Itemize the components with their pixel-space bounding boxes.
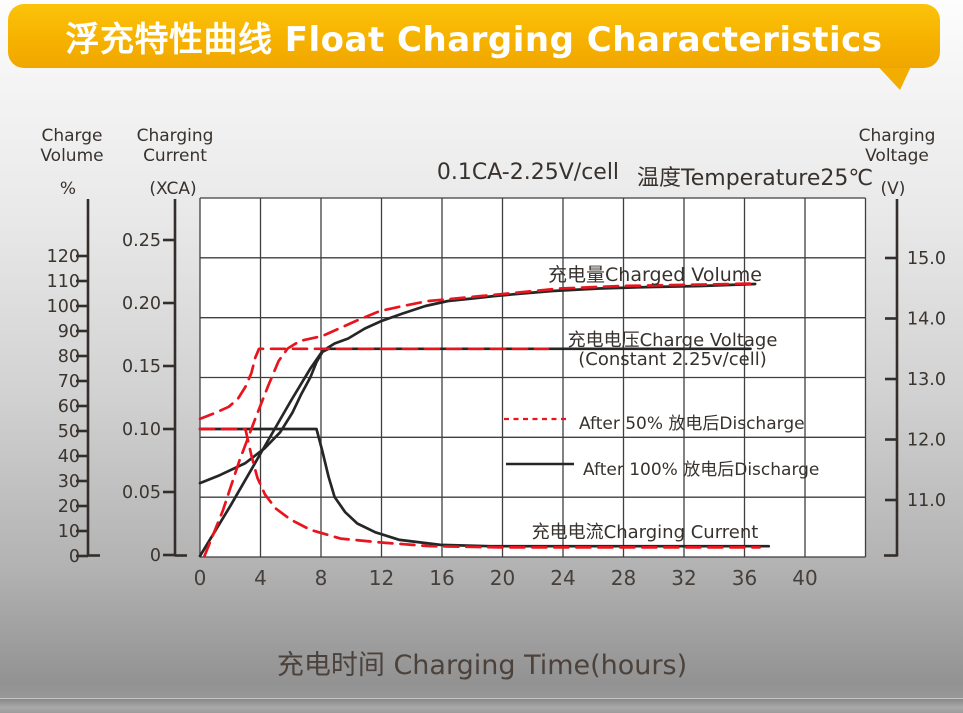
volume-tick-label: 110 [47,272,80,292]
volume-tick-label: 70 [58,372,80,392]
voltage-axis-title: Charging Voltage [858,126,936,166]
current-axis [163,199,187,557]
current-tick-label: 0.10 [122,420,161,440]
time-tick-label: 20 [490,566,515,590]
volume-tick-label: 120 [47,247,80,267]
time-tick-label: 28 [611,566,636,590]
voltage-axis-unit: (V) [880,179,906,199]
volume-tick-label: 90 [58,322,80,342]
volume-tick-label: 20 [58,497,80,517]
x-axis-title: 充电时间 Charging Time(hours) [276,650,688,681]
time-tick-label: 16 [429,566,454,590]
time-tick-label: 40 [792,566,817,590]
voltage-tick-label: 15.0 [907,249,946,269]
current-tick-label: 0.25 [122,231,161,251]
charged-volume-label: 充电量Charged Volume [548,264,762,286]
volume-tick-label: 100 [47,297,80,317]
legend-after-50-label: After 50% 放电后Discharge [579,414,805,434]
condition-rate: 0.1CA-2.25V/cell [436,160,620,185]
charge-voltage-sublabel: (Constant 2.25v/cell) [578,349,767,370]
current-tick-label: 0 [150,546,161,566]
charge-voltage-label: 充电电压Charge Voltage [567,330,778,351]
current-axis-title: Charging Current [136,126,214,166]
time-tick-labels: 0 4 8 12 16 20 24 28 32 36 40 [194,566,818,590]
curve-charged-volume-after-100 [198,282,757,558]
voltage-tick-label: 14.0 [907,310,946,330]
volume-tick-label: 0 [69,547,80,567]
volume-axis-title: Charge Volume [40,126,104,166]
current-tick-label: 0.05 [122,483,161,503]
condition-temperature: 温度Temperature25℃ [637,166,874,191]
curve-charging-current-after-50 [198,427,761,549]
charging-current-label: 充电电流Charging Current [531,522,759,543]
time-tick-label: 32 [671,566,696,590]
legend-after-100-label: After 100% 放电后Discharge [583,460,820,480]
time-tick-label: 8 [315,566,328,590]
voltage-tick-label: 11.0 [907,491,946,511]
volume-tick-label: 50 [58,422,80,442]
time-tick-label: 4 [254,566,267,590]
volume-axis [76,199,100,558]
volume-tick-label: 40 [58,447,80,467]
current-tick-label: 0.15 [122,357,161,377]
page-title: 浮充特性曲线 Float Charging Characteristics [65,19,883,60]
volume-tick-label: 30 [58,472,80,492]
voltage-tick-label: 12.0 [907,431,946,451]
volume-tick-label: 10 [58,522,80,542]
current-tick-labels: 0.25 0.20 0.15 0.10 0.05 0 [122,231,161,566]
volume-tick-label: 80 [58,347,80,367]
curve-charging-current-after-100 [198,427,771,548]
voltage-axis [884,199,899,557]
time-tick-label: 24 [550,566,575,590]
voltage-tick-labels: 15.0 14.0 13.0 12.0 11.0 [907,249,946,511]
time-tick-label: 12 [369,566,394,590]
volume-tick-label: 60 [58,397,80,417]
curve-charged-volume-after-50 [203,282,757,558]
volume-axis-unit: % [59,179,77,199]
voltage-tick-label: 13.0 [907,370,946,390]
header-banner: 浮充特性曲线 Float Charging Characteristics [8,4,940,68]
bottom-bar [0,698,963,713]
time-tick-label: 0 [194,566,207,590]
chart-condition-title: 0.1CA-2.25V/cell 温度Temperature25℃ [420,160,890,192]
current-axis-unit: (XCA) [149,179,197,199]
curve-charge-voltage-after-50 [198,347,550,421]
time-tick-label: 36 [732,566,757,590]
current-tick-label: 0.20 [122,294,161,314]
